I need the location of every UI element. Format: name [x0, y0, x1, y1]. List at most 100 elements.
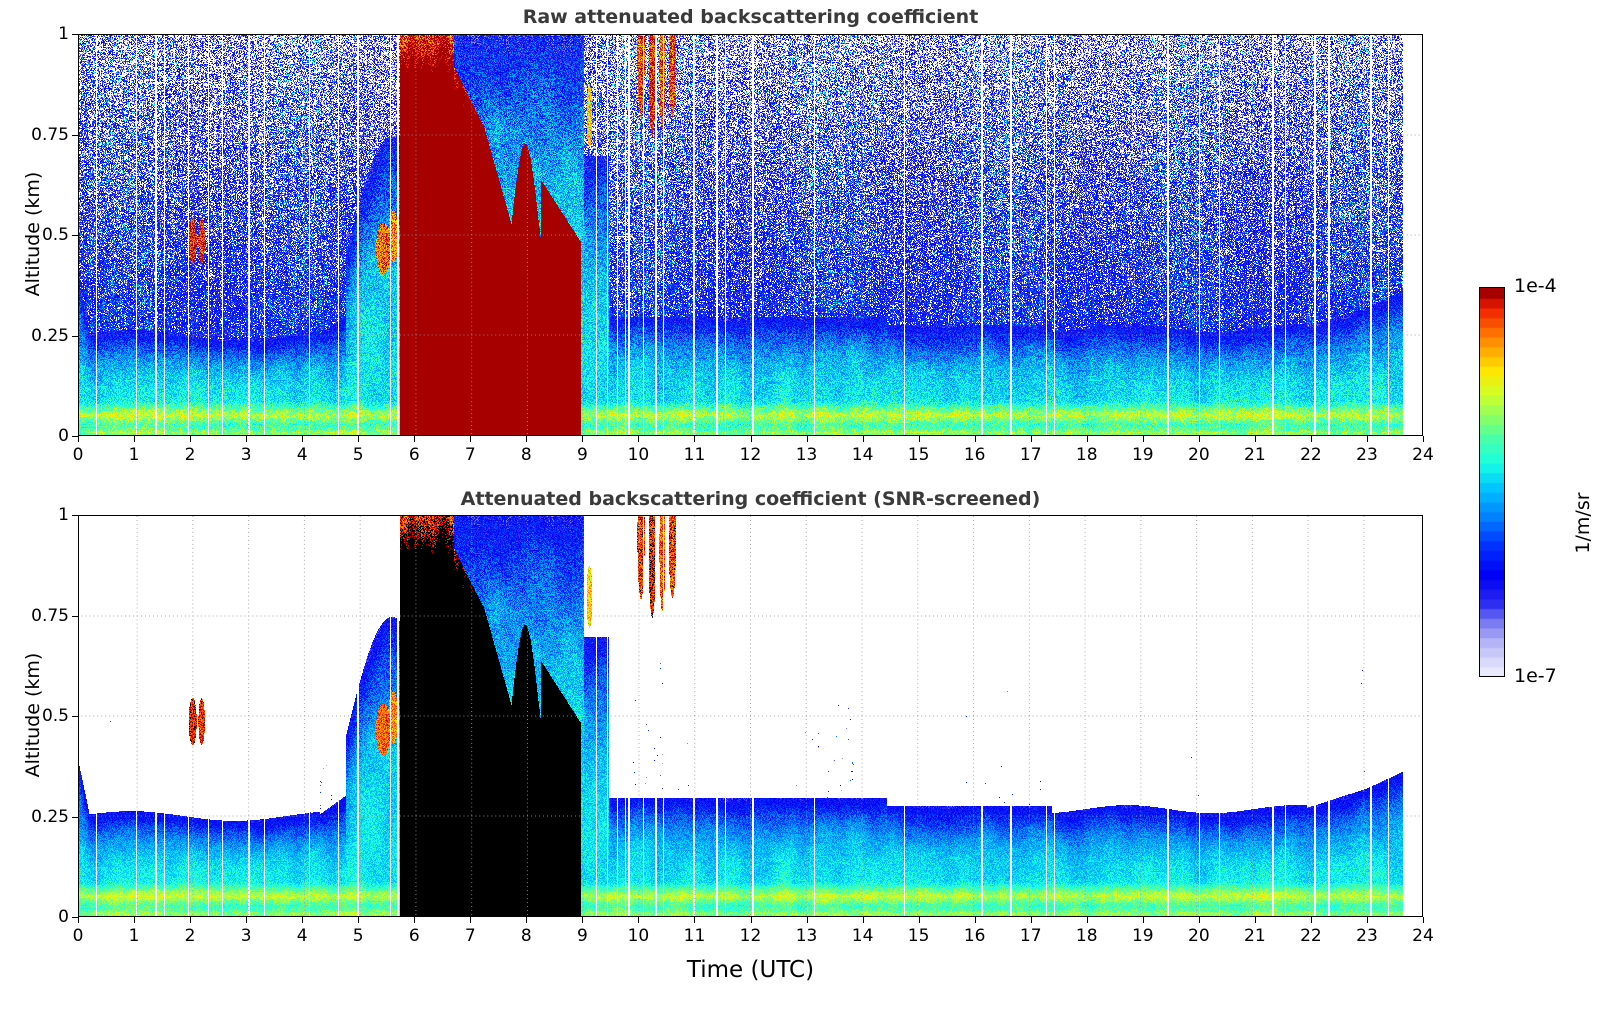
x-tick-label: 22	[1300, 445, 1322, 465]
panel-1-plot-area[interactable]	[78, 34, 1423, 436]
x-tick-label: 0	[72, 926, 84, 946]
x-tick	[190, 436, 192, 442]
x-tick-label: 18	[1075, 445, 1098, 465]
x-tick-label: 2	[184, 445, 196, 465]
x-tick-label: 8	[520, 445, 532, 465]
x-tick	[1254, 917, 1256, 923]
x-tick	[1423, 436, 1424, 442]
x-tick	[526, 436, 528, 442]
x-tick-label: 9	[576, 445, 588, 465]
x-tick	[1310, 436, 1312, 442]
x-tick	[358, 917, 360, 923]
x-tick-label: 21	[1244, 445, 1266, 465]
colorbar	[1479, 287, 1505, 677]
x-tick-label: 6	[408, 926, 420, 946]
x-tick	[1030, 436, 1032, 442]
x-tick-label: 23	[1356, 926, 1378, 946]
y-tick	[72, 615, 78, 617]
colorbar-unit-label: 1/m/sr	[1572, 492, 1594, 554]
x-tick-label: 10	[627, 926, 650, 946]
x-tick-label: 20	[1188, 445, 1210, 465]
x-tick	[246, 917, 248, 923]
y-tick-label: 0	[58, 426, 69, 446]
x-tick-label: 19	[1131, 926, 1154, 946]
x-tick	[302, 436, 304, 442]
x-tick-label: 16	[963, 445, 986, 465]
x-tick-label: 21	[1244, 926, 1266, 946]
y-tick-label: 0.25	[31, 325, 69, 346]
x-tick-label: 4	[296, 926, 308, 946]
panel-2-plot-area[interactable]	[78, 515, 1423, 917]
y-tick	[72, 917, 78, 918]
x-tick-label: 2	[184, 926, 196, 946]
x-tick	[918, 917, 920, 923]
x-tick-label: 4	[296, 445, 308, 465]
x-tick	[78, 436, 79, 442]
panel-1-y-axis-label: Altitude (km)	[22, 171, 44, 297]
x-tick	[1198, 917, 1200, 923]
x-tick-label: 5	[352, 926, 364, 946]
panel-2-x-axis-label: Time (UTC)	[686, 957, 815, 983]
x-tick	[358, 436, 360, 442]
x-tick	[918, 436, 920, 442]
x-tick-label: 24	[1412, 926, 1434, 946]
x-tick	[1086, 436, 1088, 442]
panel-1-heatmap	[79, 35, 1422, 435]
x-tick	[862, 436, 864, 442]
colorbar-min-label: 1e-7	[1514, 665, 1557, 687]
x-tick	[1142, 917, 1144, 923]
x-tick	[1142, 436, 1144, 442]
x-tick-label: 13	[795, 926, 818, 946]
x-tick	[694, 917, 696, 923]
x-tick	[1254, 436, 1256, 442]
x-tick	[1030, 917, 1032, 923]
y-tick	[72, 816, 78, 818]
x-tick	[638, 917, 640, 923]
x-tick-label: 1	[128, 445, 140, 465]
y-tick	[72, 134, 78, 136]
x-tick-label: 10	[627, 445, 650, 465]
x-tick-label: 7	[464, 445, 476, 465]
x-tick	[302, 917, 304, 923]
x-tick-label: 19	[1131, 445, 1154, 465]
x-tick-label: 3	[240, 926, 252, 946]
x-tick	[470, 436, 472, 442]
x-tick	[1366, 436, 1368, 442]
x-tick-label: 6	[408, 445, 420, 465]
y-tick-label: 1	[58, 505, 69, 525]
x-tick-label: 15	[907, 445, 930, 465]
colorbar-max-label: 1e-4	[1514, 275, 1557, 297]
y-tick	[72, 235, 78, 236]
x-tick	[582, 917, 584, 923]
y-tick-label: 0.75	[31, 605, 69, 626]
y-tick	[72, 436, 78, 437]
y-tick-label: 0.75	[31, 124, 69, 145]
panel-1-title: Raw attenuated backscattering coefficien…	[522, 6, 979, 28]
x-tick	[134, 917, 136, 923]
colorbar-gradient	[1480, 288, 1504, 676]
x-tick-label: 17	[1019, 445, 1042, 465]
y-tick-label: 0	[58, 907, 69, 927]
x-tick-label: 13	[795, 445, 818, 465]
y-tick	[72, 34, 78, 35]
x-tick	[750, 436, 752, 442]
y-tick-label: 0.5	[41, 706, 69, 726]
x-tick-label: 8	[520, 926, 532, 946]
x-tick-label: 20	[1188, 926, 1210, 946]
x-tick-label: 7	[464, 926, 476, 946]
x-tick	[582, 436, 584, 442]
x-tick-label: 11	[683, 445, 706, 465]
x-tick-label: 0	[72, 445, 84, 465]
x-tick	[78, 917, 79, 923]
x-tick-label: 15	[907, 926, 930, 946]
panel-2-y-axis-label: Altitude (km)	[22, 652, 44, 778]
x-tick	[750, 917, 752, 923]
x-tick	[974, 917, 976, 923]
x-tick	[862, 917, 864, 923]
x-tick	[1423, 917, 1424, 923]
x-tick-label: 1	[128, 926, 140, 946]
x-tick	[414, 917, 416, 923]
x-tick	[1086, 917, 1088, 923]
x-tick-label: 14	[851, 926, 874, 946]
x-tick-label: 18	[1075, 926, 1098, 946]
